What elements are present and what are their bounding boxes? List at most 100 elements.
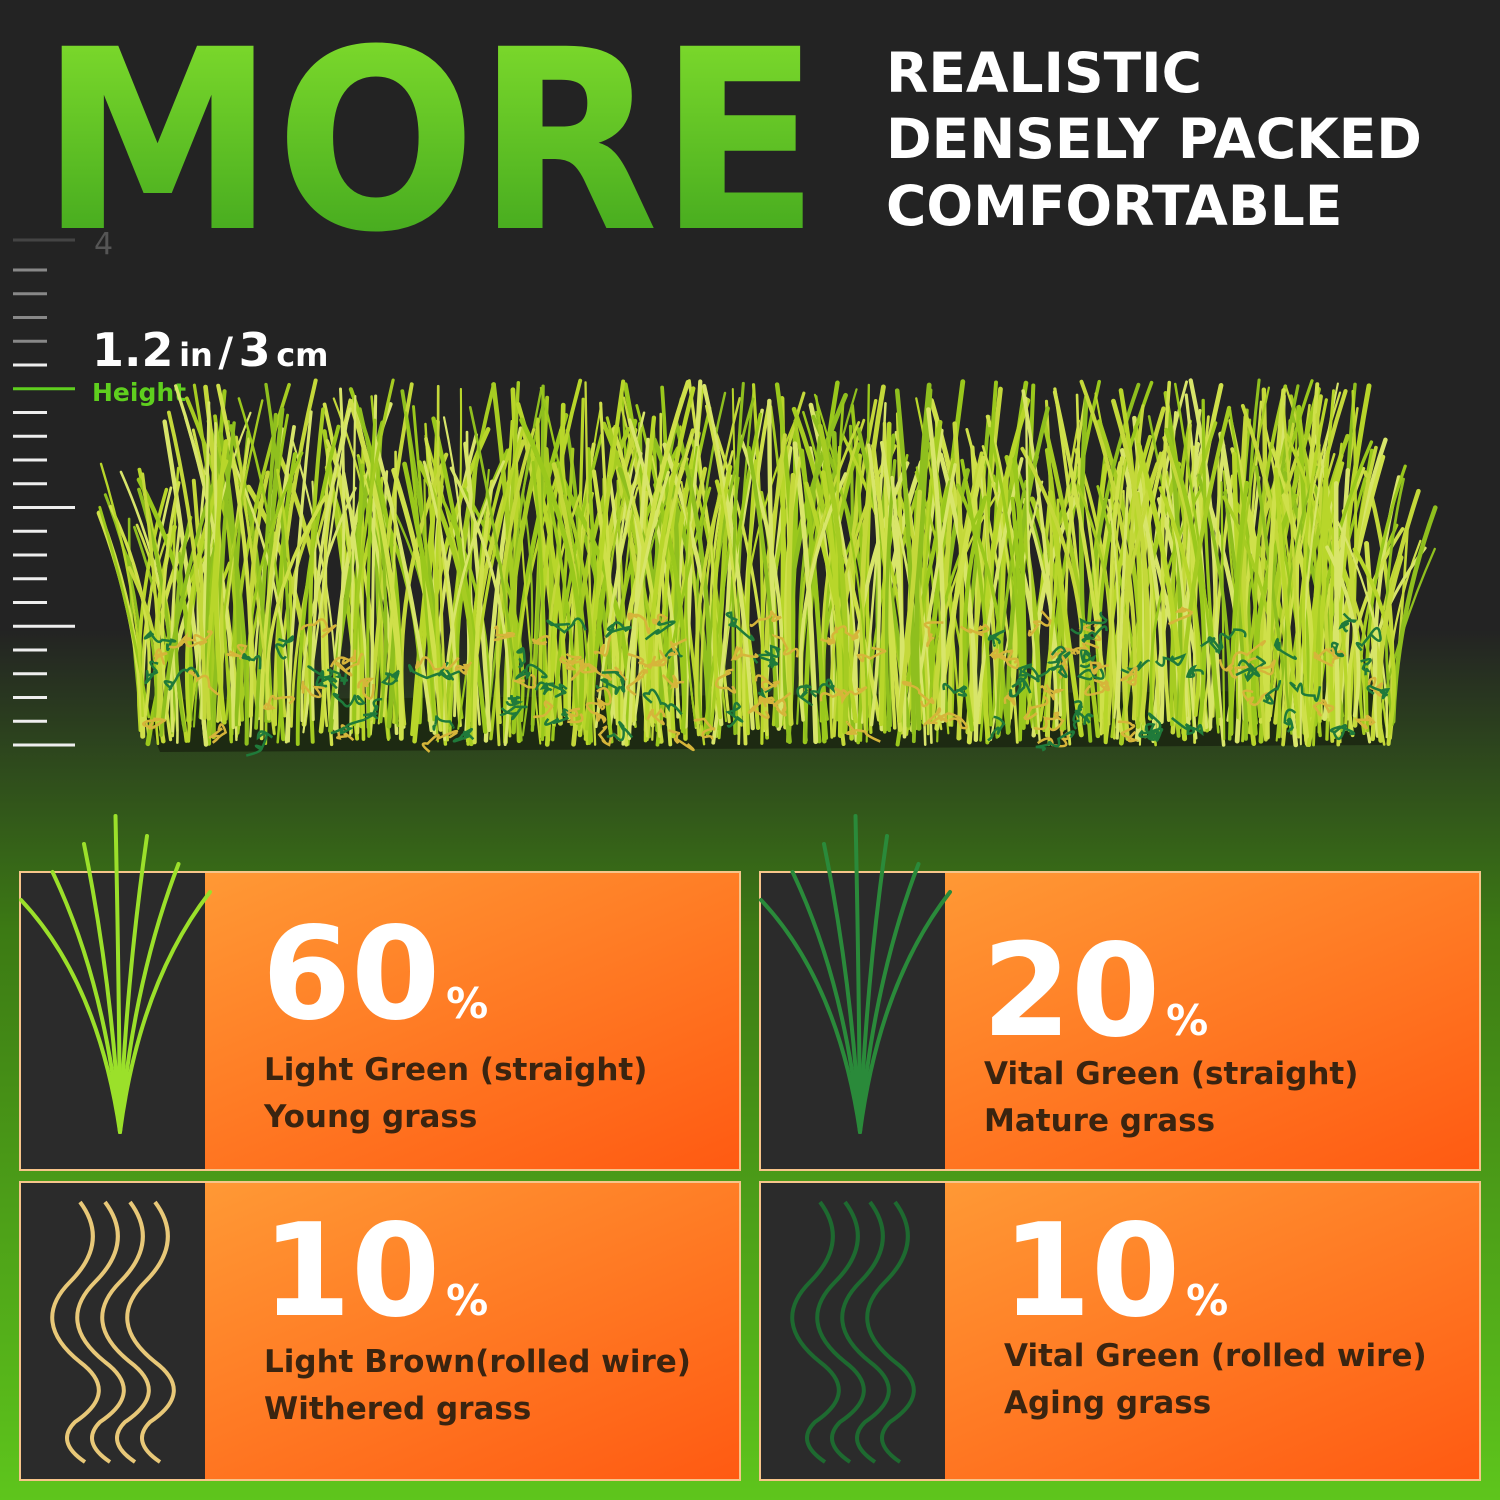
- card-image-panel: [761, 1183, 945, 1479]
- grass-blade: [502, 455, 540, 745]
- blade-icon: [858, 890, 952, 1134]
- curly-fiber: [1338, 612, 1358, 633]
- grass-blade: [1284, 465, 1318, 735]
- percent-unit: %: [1166, 996, 1208, 1045]
- grass-blade: [1301, 398, 1328, 736]
- curly-fiber: [565, 707, 584, 724]
- grass-blade: [584, 381, 597, 746]
- curly-fiber: [772, 691, 792, 717]
- grass-blade: [1111, 398, 1150, 723]
- card-image-panel: [21, 1183, 205, 1479]
- grass-blade: [402, 461, 450, 731]
- curly-fiber: [1039, 683, 1065, 701]
- curly-fiber: [1014, 663, 1033, 694]
- grass-blade: [745, 459, 758, 736]
- curly-fiber: [1033, 711, 1065, 732]
- grass-blade: [1308, 389, 1335, 718]
- grass-blade: [1079, 394, 1091, 725]
- grass-blade: [1364, 464, 1407, 733]
- grass-blade: [952, 421, 965, 741]
- grass-blade: [1025, 396, 1041, 742]
- grass-blade: [295, 424, 341, 746]
- grass-blade: [449, 466, 510, 747]
- curly-fiber: [1027, 610, 1052, 637]
- grass-blade: [366, 418, 377, 738]
- grass-blade: [1162, 474, 1188, 734]
- percent-value: 60: [262, 900, 440, 1049]
- grass-blade: [1299, 382, 1339, 746]
- grass-blade: [746, 446, 780, 728]
- curly-fiber: [642, 688, 683, 716]
- headline: MORE: [40, 0, 820, 287]
- curly-fiber: [153, 648, 168, 665]
- blade-icon: [853, 814, 862, 1134]
- curly-fiber: [1273, 638, 1298, 660]
- grass-sample: [96, 378, 1438, 757]
- height-part: /: [218, 330, 233, 376]
- card-description: Light Brown(rolled wire): [264, 1344, 691, 1380]
- percent: 20%: [982, 917, 1208, 1066]
- grass-blade: [169, 519, 182, 733]
- grass-blade: [618, 498, 636, 741]
- curly-fiber: [730, 645, 759, 661]
- grass-blade: [594, 452, 643, 729]
- curly-fiber: [585, 663, 628, 682]
- curly-fiber: [668, 729, 695, 752]
- curly-fiber: [432, 715, 455, 731]
- ruler-label: 4: [94, 227, 113, 262]
- blade-icon: [50, 870, 122, 1134]
- curly-fiber: [547, 682, 568, 698]
- percent-value: 20: [982, 917, 1160, 1066]
- grass-blade: [191, 478, 211, 721]
- curly-fiber: [693, 717, 716, 740]
- curly-fiber: [357, 677, 375, 700]
- grass-blade: [108, 504, 151, 722]
- curly-fiber: [749, 610, 782, 628]
- grass-blade: [435, 463, 448, 746]
- grass-blade: [1273, 467, 1302, 736]
- grass-blade: [962, 495, 988, 732]
- curly-fiber: [1242, 689, 1273, 707]
- blade-icon: [19, 898, 122, 1134]
- grass-blade: [653, 482, 687, 734]
- blade-icon: [815, 1200, 866, 1464]
- card: 10 %Light Brown(rolled wire)Withered gras…: [19, 1181, 741, 1481]
- grass-blade: [216, 383, 254, 718]
- curly-fiber: [923, 621, 944, 648]
- grass-blade: [1048, 489, 1084, 738]
- curly-fiber: [184, 669, 221, 696]
- curly-fiber: [1168, 606, 1194, 625]
- grass-blade: [1012, 456, 1027, 730]
- blade-icon: [50, 1200, 101, 1464]
- grass-blade: [160, 481, 181, 742]
- curly-fiber: [439, 665, 461, 681]
- grass-blade: [699, 396, 741, 737]
- curly-fiber: [330, 712, 376, 735]
- grass-blade: [1103, 434, 1153, 744]
- curly-fiber: [546, 617, 587, 634]
- curly-fiber: [335, 652, 364, 677]
- percent: 10%: [1002, 1197, 1228, 1346]
- grass-blade: [348, 399, 404, 741]
- card: 20 %Vital Green (straight)Mature grass: [759, 814, 1481, 1171]
- card: 60 %Light Green (straight)Young grass: [19, 814, 741, 1171]
- curly-fiber: [275, 635, 294, 660]
- curly-fiber: [593, 633, 612, 657]
- curly-fiber: [414, 656, 460, 671]
- grass-blade: [1223, 490, 1248, 741]
- curly-fiber: [1117, 720, 1139, 743]
- grass-blade: [174, 515, 193, 733]
- grass-blade: [466, 447, 512, 746]
- grass-blade: [1096, 419, 1143, 729]
- grass-blade: [213, 439, 229, 725]
- curly-fiber: [1072, 700, 1083, 730]
- curly-fiber: [1185, 664, 1204, 678]
- grass-blade: [1376, 555, 1404, 743]
- grass-blade: [99, 462, 144, 718]
- curly-fiber: [452, 727, 475, 743]
- grass-blade: [1228, 480, 1250, 736]
- blade-icon: [790, 870, 862, 1134]
- curly-fiber: [856, 646, 887, 663]
- curly-fiber: [759, 656, 779, 669]
